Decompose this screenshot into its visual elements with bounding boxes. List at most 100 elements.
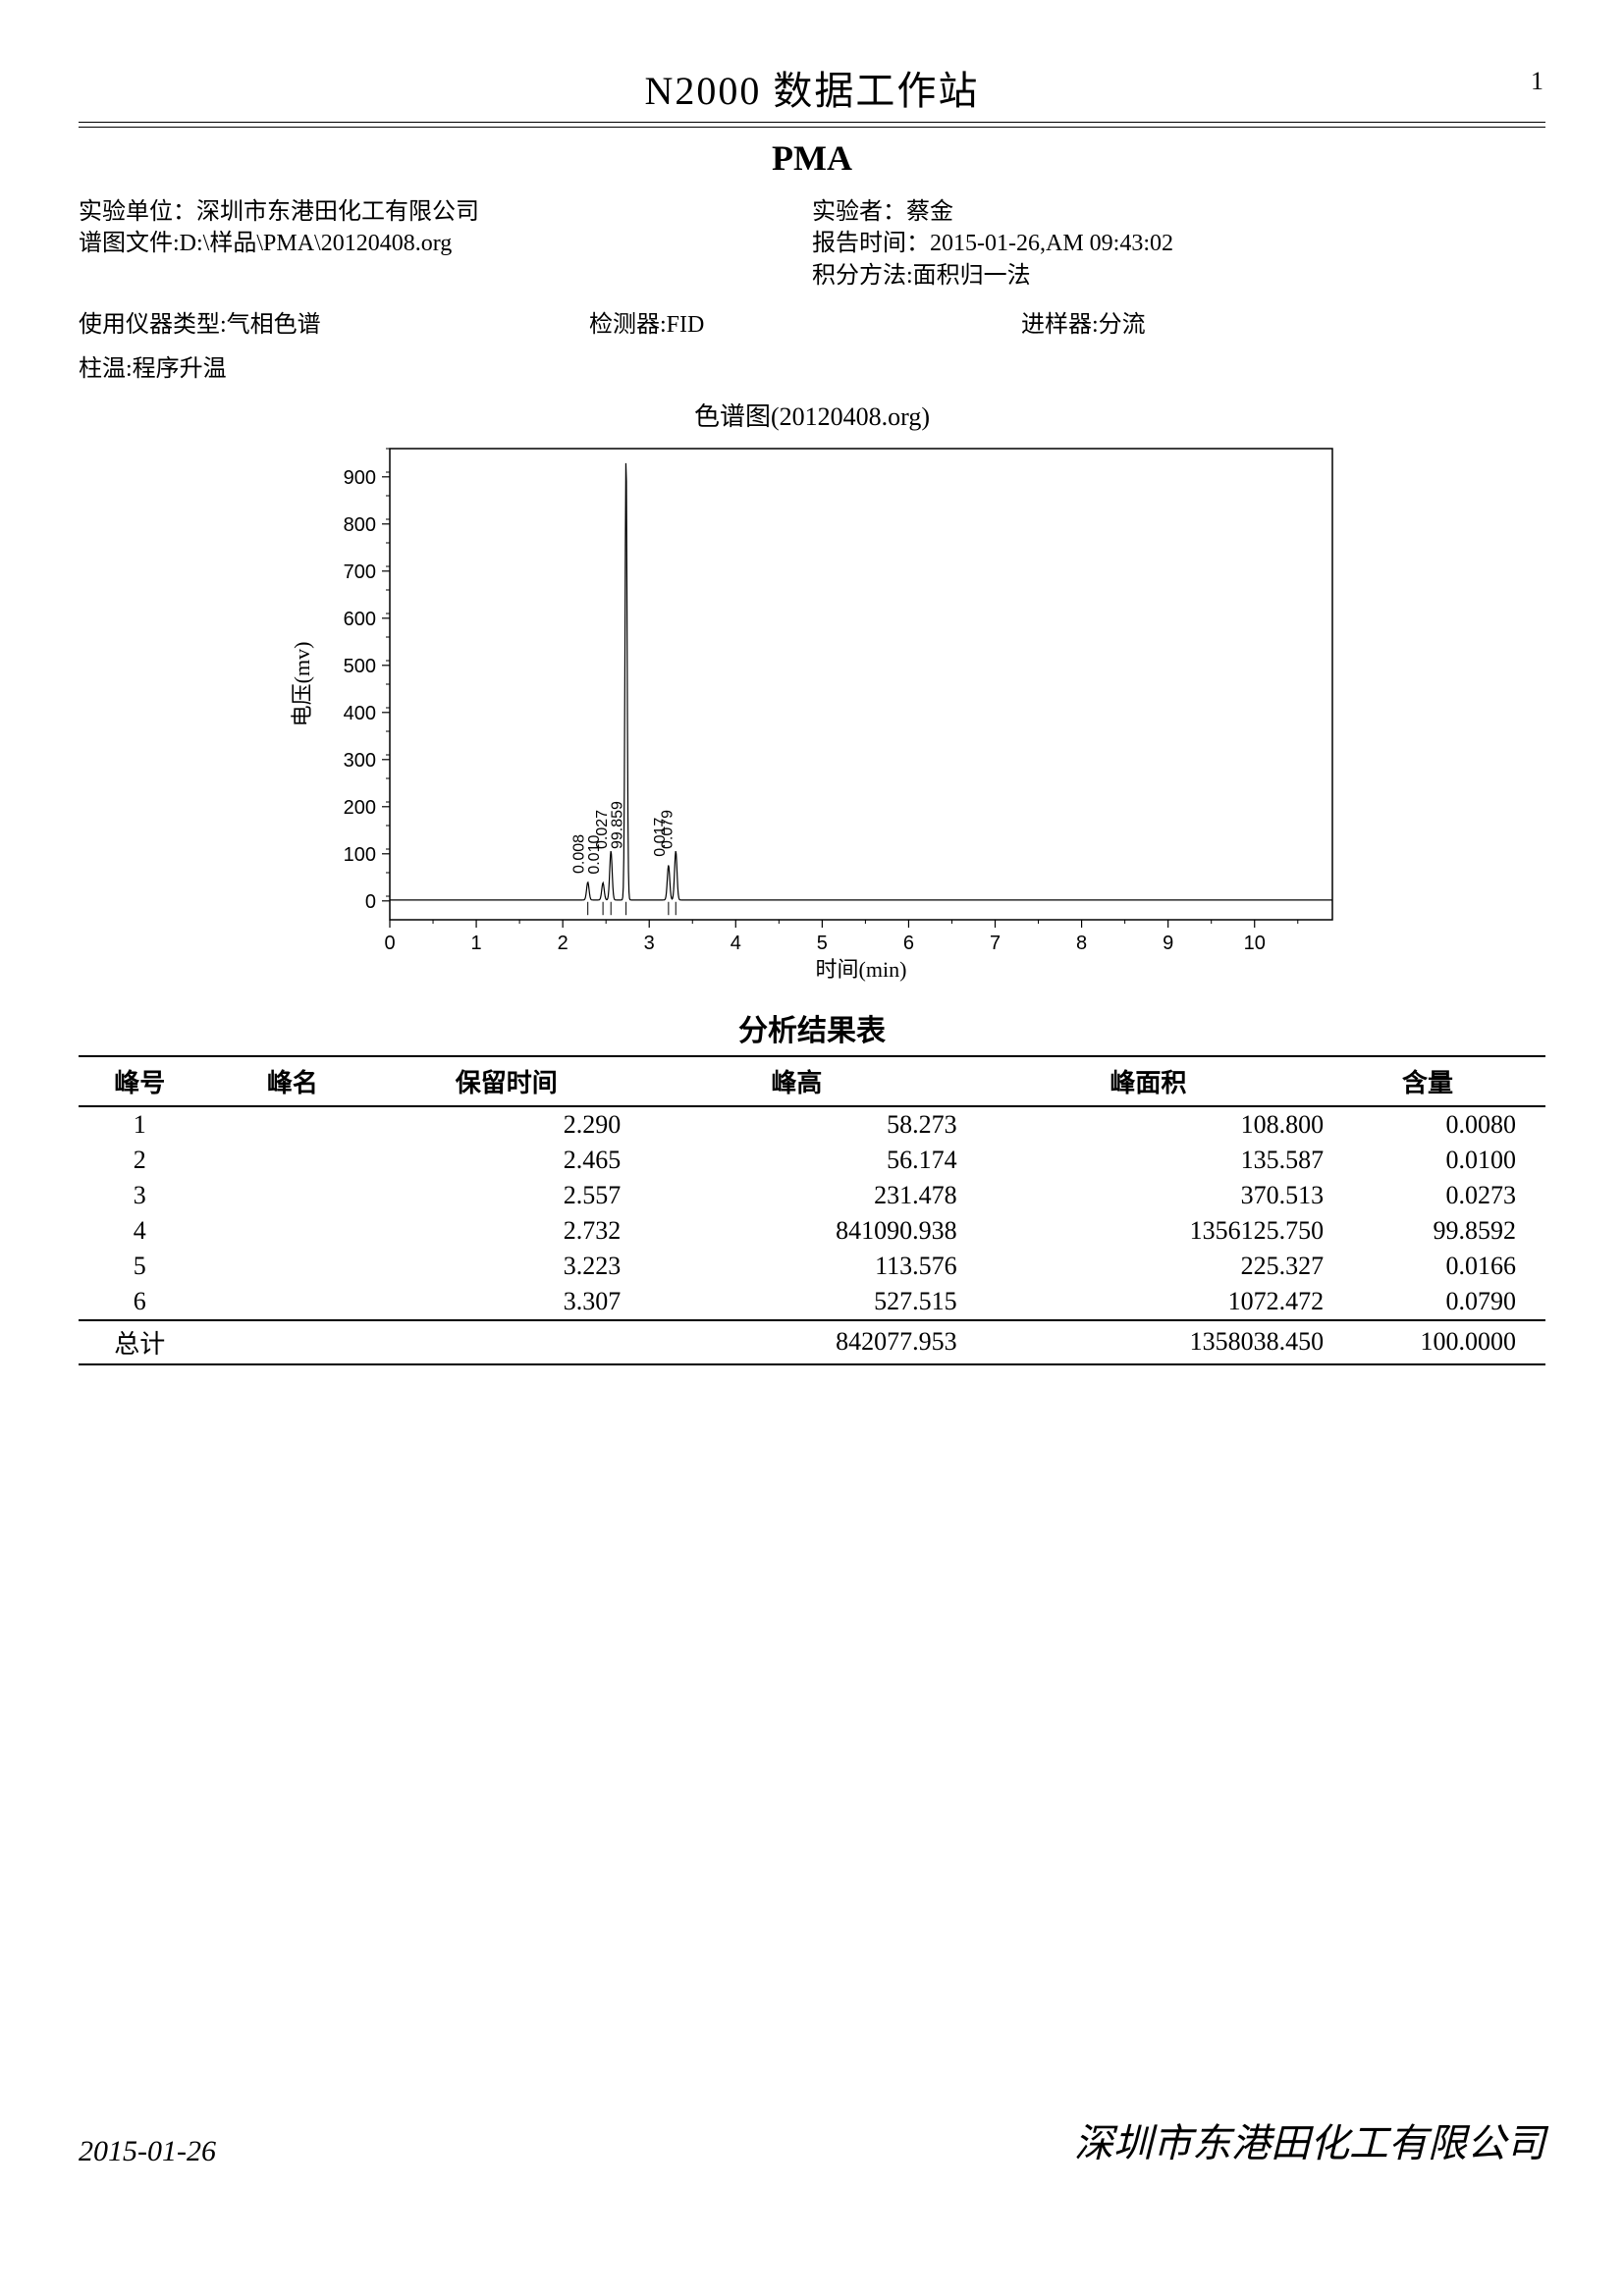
svg-text:0.079: 0.079 <box>659 810 676 849</box>
table-cell: 1358038.450 <box>965 1320 1332 1364</box>
table-cell: 总计 <box>79 1320 201 1364</box>
report-time-label: 报告时间： <box>812 231 930 256</box>
table-cell <box>201 1106 385 1143</box>
table-cell: 841090.938 <box>628 1213 964 1249</box>
results-header-row: 峰号 峰名 保留时间 峰高 峰面积 含量 <box>79 1056 1545 1106</box>
svg-text:4: 4 <box>731 933 741 954</box>
svg-text:7: 7 <box>990 933 1001 954</box>
table-cell: 0.0080 <box>1331 1106 1545 1143</box>
file-value: D:\样品\PMA\20120408.org <box>180 231 453 256</box>
table-cell: 527.515 <box>628 1284 964 1320</box>
table-cell: 3 <box>79 1178 201 1213</box>
svg-text:2: 2 <box>558 933 568 954</box>
injector-value: 分流 <box>1099 312 1146 338</box>
svg-text:6: 6 <box>903 933 914 954</box>
col-header-a: 峰面积 <box>965 1056 1332 1106</box>
table-cell <box>201 1213 385 1249</box>
table-cell: 56.174 <box>628 1143 964 1178</box>
meta-col-right: 实验者：蔡金 报告时间：2015-01-26,AM 09:43:02 积分方法:… <box>812 196 1545 292</box>
table-cell: 231.478 <box>628 1178 964 1213</box>
header-title-row: N2000 数据工作站 1 <box>79 59 1545 116</box>
svg-text:时间(min): 时间(min) <box>816 957 907 982</box>
svg-text:700: 700 <box>344 561 376 583</box>
page-number: 1 <box>1531 67 1545 96</box>
table-cell: 225.327 <box>965 1249 1332 1284</box>
table-cell: 0.0273 <box>1331 1178 1545 1213</box>
svg-text:9: 9 <box>1163 933 1173 954</box>
table-cell <box>201 1320 385 1364</box>
table-cell: 1356125.750 <box>965 1213 1332 1249</box>
injector-label: 进样器: <box>1021 312 1099 338</box>
table-cell: 135.587 <box>965 1143 1332 1178</box>
footer-company: 深圳市东港田化工有限公司 <box>1074 2111 1545 2168</box>
table-row: 1 2.29058.273108.8000.0080 <box>79 1106 1545 1143</box>
detector-value: FID <box>667 312 705 338</box>
table-cell: 2.557 <box>384 1178 628 1213</box>
meta-col-left: 实验单位：深圳市东港田化工有限公司 谱图文件:D:\样品\PMA\2012040… <box>79 196 812 292</box>
table-cell: 2.290 <box>384 1106 628 1143</box>
table-cell: 1072.472 <box>965 1284 1332 1320</box>
svg-text:0: 0 <box>365 891 376 913</box>
svg-text:99.859: 99.859 <box>610 801 626 849</box>
table-cell: 0.0100 <box>1331 1143 1545 1178</box>
footer-date: 2015-01-26 <box>79 2135 216 2168</box>
table-row: 32.557231.478370.5130.0273 <box>79 1178 1545 1213</box>
svg-text:0: 0 <box>384 933 395 954</box>
chromatogram-svg: 0100200300400500600700800900012345678910… <box>272 439 1352 988</box>
svg-text:800: 800 <box>344 514 376 536</box>
svg-text:500: 500 <box>344 656 376 677</box>
table-row: 5 3.223113.576225.3270.0166 <box>79 1249 1545 1284</box>
table-cell: 3.307 <box>384 1284 628 1320</box>
file-label: 谱图文件: <box>79 231 180 256</box>
table-cell: 99.8592 <box>1331 1213 1545 1249</box>
svg-text:电压(mv): 电压(mv) <box>290 641 314 726</box>
results-table: 峰号 峰名 保留时间 峰高 峰面积 含量 1 2.29058.273108.800… <box>79 1055 1545 1365</box>
table-cell: 58.273 <box>628 1106 964 1143</box>
table-cell <box>201 1178 385 1213</box>
meta-column-temp: 柱温:程序升温 <box>79 348 1545 383</box>
col-header-rt: 保留时间 <box>384 1056 628 1106</box>
col-header-name: 峰名 <box>201 1056 385 1106</box>
table-cell: 0.0790 <box>1331 1284 1545 1320</box>
instrument-value: 气相色谱 <box>227 312 321 338</box>
table-cell: 842077.953 <box>628 1320 964 1364</box>
svg-text:600: 600 <box>344 609 376 630</box>
table-cell: 108.800 <box>965 1106 1332 1143</box>
operator-label: 实验者： <box>812 199 906 225</box>
chromatogram-block: 色谱图(20120408.org) 0100200300400500600700… <box>272 397 1352 988</box>
svg-text:300: 300 <box>344 750 376 772</box>
col-header-no: 峰号 <box>79 1056 201 1106</box>
table-total-row: 总计 842077.9531358038.450100.0000 <box>79 1320 1545 1364</box>
svg-text:8: 8 <box>1076 933 1087 954</box>
table-cell: 2.732 <box>384 1213 628 1249</box>
table-row: 22.46556.174135.5870.0100 <box>79 1143 1545 1178</box>
system-title: N2000 数据工作站 <box>645 69 980 113</box>
chart-title: 色谱图(20120408.org) <box>272 397 1352 433</box>
table-cell <box>384 1320 628 1364</box>
page-footer: 2015-01-26 深圳市东港田化工有限公司 <box>79 2111 1545 2168</box>
table-cell: 100.0000 <box>1331 1320 1545 1364</box>
detector-label: 检测器: <box>589 312 667 338</box>
table-cell: 113.576 <box>628 1249 964 1284</box>
table-cell <box>201 1249 385 1284</box>
table-cell: 3.223 <box>384 1249 628 1284</box>
lab-label: 实验单位： <box>79 199 196 225</box>
table-cell: 5 <box>79 1249 201 1284</box>
header-rule <box>79 122 1545 128</box>
table-cell: 1 <box>79 1106 201 1143</box>
svg-text:400: 400 <box>344 703 376 724</box>
svg-text:200: 200 <box>344 797 376 819</box>
table-cell: 6 <box>79 1284 201 1320</box>
table-cell: 4 <box>79 1213 201 1249</box>
table-cell: 0.0166 <box>1331 1249 1545 1284</box>
table-cell <box>201 1284 385 1320</box>
results-title: 分析结果表 <box>79 1006 1545 1049</box>
svg-text:5: 5 <box>817 933 828 954</box>
svg-text:10: 10 <box>1244 933 1266 954</box>
table-row: 4 2.732841090.9381356125.75099.8592 <box>79 1213 1545 1249</box>
sample-title: PMA <box>79 137 1545 179</box>
svg-text:900: 900 <box>344 467 376 489</box>
svg-text:1: 1 <box>471 933 482 954</box>
integ-label: 积分方法: <box>812 263 913 289</box>
meta-block-2: 使用仪器类型:气相色谱 检测器:FID 进样器:分流 <box>79 309 1545 343</box>
